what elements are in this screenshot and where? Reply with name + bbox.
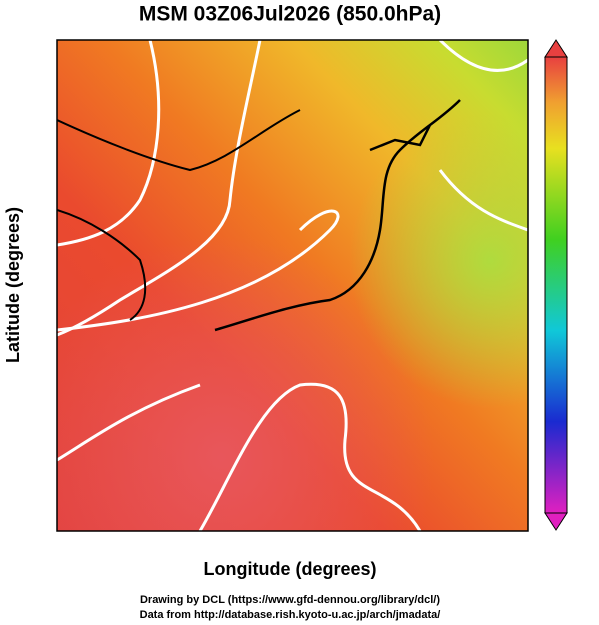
contour — [57, 40, 262, 337]
contour — [57, 383, 201, 462]
colorbar-extend — [544, 39, 568, 58]
credit: Data from http://database.rish.kyoto-u.a… — [140, 609, 441, 621]
coastline — [57, 109, 301, 321]
temperature-field — [57, 40, 528, 531]
coastline — [214, 99, 461, 332]
credit: Drawing by DCL (https://www.gfd-dennou.o… — [140, 594, 440, 606]
x-axis-label: Longitude (degrees) — [203, 559, 376, 579]
contour — [198, 382, 422, 531]
plot-frame — [56, 39, 529, 532]
plot-area — [57, 40, 528, 531]
contour — [57, 40, 161, 247]
contour — [438, 40, 528, 232]
y-axis-label: Latitude (degrees) — [3, 207, 23, 363]
contour — [57, 209, 340, 332]
title: MSM 03Z06Jul2026 (850.0hPa) — [139, 3, 441, 26]
colorbar-extend — [544, 512, 568, 531]
colorbar — [544, 56, 568, 514]
